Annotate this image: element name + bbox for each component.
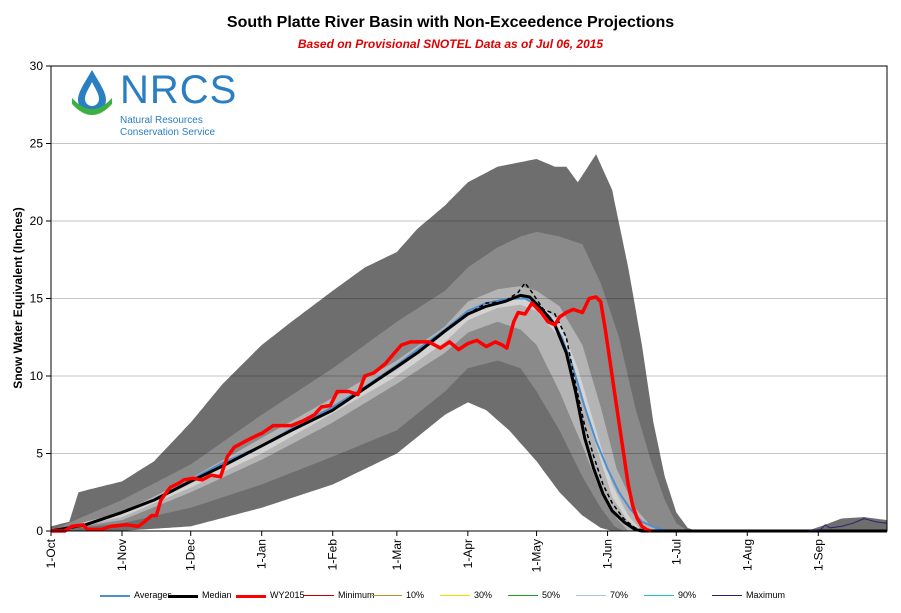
- y-tick-label: 15: [30, 292, 44, 306]
- legend-swatch: [440, 595, 470, 596]
- legend-swatch: [100, 595, 130, 597]
- gridlines: [51, 65, 887, 454]
- band-2: [51, 286, 887, 531]
- legend-label: Minimum: [338, 590, 375, 600]
- y-tick-label: 30: [30, 59, 44, 73]
- legend-label: 50%: [542, 590, 561, 600]
- series-lines: [50, 282, 888, 533]
- x-tick-label: 1-Jul: [669, 539, 683, 565]
- x-tick-label: 1-Feb: [326, 539, 340, 571]
- logo-line1: Natural Resources: [120, 115, 203, 126]
- y-axis-label: Snow Water Equivalent (Inches): [11, 207, 25, 389]
- legend-swatch: [508, 595, 538, 596]
- water-drop-icon: [72, 70, 112, 115]
- chart-title: South Platte River Basin with Non-Exceed…: [226, 14, 675, 31]
- legend-label: Averages: [134, 590, 172, 600]
- x-tick-label: 1-Oct: [44, 538, 58, 568]
- legend-label: 10%: [406, 590, 425, 600]
- legend-swatch: [236, 595, 266, 598]
- series-maximum: [806, 518, 888, 532]
- legend-swatch: [644, 595, 674, 596]
- x-tick-label: 1-Jun: [601, 539, 615, 569]
- x-tick-label: 1-Dec: [184, 539, 198, 571]
- y-tick-label: 20: [30, 214, 44, 228]
- y-tick-label: 5: [36, 447, 43, 461]
- legend-label: Maximum: [746, 590, 786, 600]
- x-tick-label: 1-Apr: [461, 539, 475, 568]
- series-median-dashed-: [444, 282, 887, 532]
- legend-label: Median: [202, 590, 232, 600]
- x-tick-label: 1-Jan: [255, 539, 269, 569]
- y-tick-label: 25: [30, 137, 44, 151]
- legend-label: 30%: [474, 590, 493, 600]
- series-wy2015: [51, 295, 652, 533]
- legend-label: 70%: [610, 590, 629, 600]
- nrcs-logo: NRCS Natural Resources Conservation Serv…: [70, 66, 236, 146]
- legend-label: 90%: [678, 590, 697, 600]
- legend-swatch: [168, 595, 198, 598]
- x-tick-label: 1-Sep: [811, 539, 825, 571]
- y-tick-label: 10: [30, 369, 44, 383]
- x-tick-label: 1-Nov: [115, 539, 129, 571]
- logo-wordmark: NRCS: [120, 68, 238, 112]
- series-median: [50, 293, 887, 533]
- y-tick-label: 0: [36, 524, 43, 538]
- chart-subtitle: Based on Provisional SNOTEL Data as of J…: [297, 37, 604, 51]
- legend-swatch: [576, 595, 606, 596]
- legend-swatch: [304, 595, 334, 596]
- logo-line2: Conservation Service: [120, 127, 216, 138]
- x-tick-label: 1-May: [530, 539, 544, 572]
- legend-label: WY2015: [270, 590, 305, 600]
- series-averages: [50, 297, 887, 532]
- y-tick-labels: 0 5 10 15 20 25 30: [30, 59, 51, 538]
- x-tick-labels: 1-Oct 1-Nov 1-Dec 1-Jan 1-Feb 1-Mar 1-Apr 1-May…: [44, 531, 825, 572]
- x-tick-label: 1-Mar: [390, 539, 404, 570]
- x-tick-label: 1-Aug: [740, 539, 754, 571]
- legend: Averages Median WY2015 Minimum 10% 30% 50% 70% 9…: [100, 588, 900, 606]
- legend-swatch: [372, 595, 402, 596]
- legend-swatch: [712, 595, 742, 596]
